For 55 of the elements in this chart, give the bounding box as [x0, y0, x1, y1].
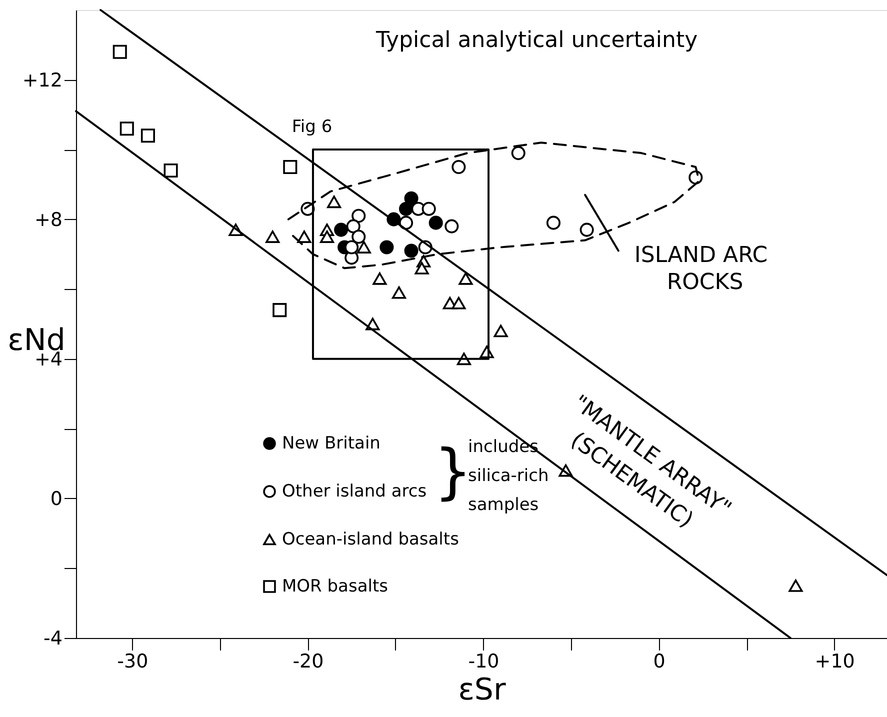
- x-axis-title: εSr: [458, 672, 506, 708]
- point: [452, 296, 466, 310]
- annotation: ISLAND ARC: [634, 243, 768, 268]
- y-tick-label: +12: [22, 69, 62, 92]
- annotation: silica-rich: [468, 466, 549, 486]
- point: [452, 160, 466, 174]
- point: [422, 202, 436, 216]
- point: [352, 230, 366, 244]
- point: [327, 196, 342, 208]
- point: [546, 216, 560, 230]
- point: [404, 244, 418, 258]
- point: [334, 222, 348, 237]
- point: [494, 324, 508, 338]
- point: [392, 286, 406, 299]
- x-tick-label: -10: [468, 650, 500, 672]
- point: [272, 303, 287, 318]
- point: [428, 216, 443, 230]
- point: [297, 230, 312, 243]
- annotation: Typical analytical uncertainty: [375, 28, 698, 53]
- point: [580, 222, 594, 237]
- point: [356, 241, 371, 254]
- point: [372, 272, 387, 285]
- point: [398, 216, 414, 230]
- x-tick-label: +10: [814, 650, 855, 672]
- point: [283, 160, 298, 174]
- legend-label: New Britain: [282, 434, 380, 454]
- point: [352, 208, 366, 223]
- point: [164, 163, 178, 178]
- point: [344, 240, 359, 254]
- point: [380, 240, 394, 254]
- point: [266, 230, 280, 243]
- point: [398, 202, 414, 216]
- point: [404, 191, 418, 206]
- point: [320, 230, 334, 243]
- point: [414, 262, 429, 274]
- annotation: Fig 6: [292, 117, 332, 137]
- point: [788, 579, 803, 592]
- legend-label: Other island arcs: [282, 482, 427, 502]
- point: [444, 219, 459, 234]
- y-tick-label: 0: [50, 488, 62, 510]
- point: [120, 122, 134, 136]
- x-tick-label: 0: [653, 650, 666, 672]
- legend-label: Ocean-island basalts: [282, 530, 460, 550]
- point: [458, 272, 473, 285]
- y-tick-label: +8: [34, 208, 62, 231]
- x-tick-label: -20: [292, 650, 324, 672]
- point: [140, 128, 155, 143]
- point: [112, 44, 127, 59]
- legend-label: MOR basalts: [282, 576, 388, 596]
- point: [511, 146, 526, 160]
- y-tick-label: -4: [44, 628, 62, 650]
- point: [346, 219, 360, 234]
- x-tick-label: -30: [117, 650, 148, 672]
- annotation: samples: [468, 495, 539, 515]
- annotation: ROCKS: [666, 270, 744, 295]
